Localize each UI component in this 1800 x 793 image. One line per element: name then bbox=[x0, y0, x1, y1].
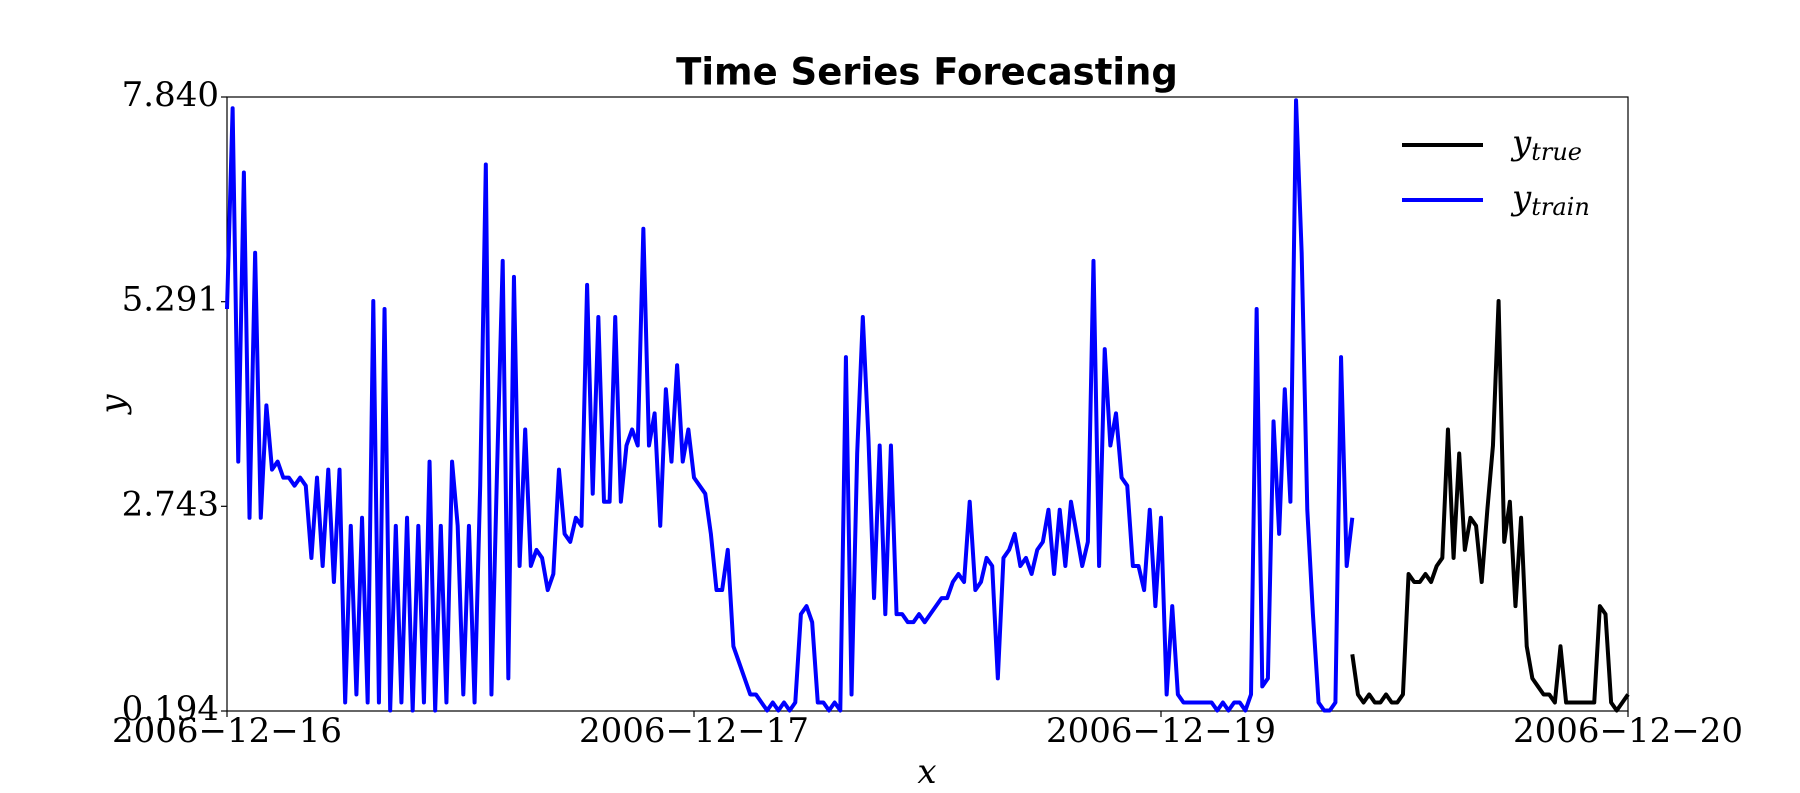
x-tick-label: 2006−12−19 bbox=[1046, 711, 1276, 751]
y-tick-label: 5.291 bbox=[122, 280, 219, 320]
legend-label: ytrain bbox=[1510, 178, 1590, 221]
y-axis-label: y bbox=[93, 394, 133, 416]
y-tick-label: 7.840 bbox=[122, 75, 219, 115]
y-tick-label: 2.743 bbox=[122, 484, 219, 524]
series-line bbox=[1350, 298, 1630, 713]
x-tick-label: 2006−12−17 bbox=[579, 711, 809, 751]
series-line bbox=[225, 98, 1355, 713]
x-axis-label: x bbox=[917, 752, 936, 792]
chart-title: Time Series Forecasting bbox=[676, 51, 1178, 94]
y-tick-label: 0.194 bbox=[122, 689, 219, 729]
plot-frame bbox=[226, 96, 1629, 712]
legend-label: ytrue bbox=[1510, 123, 1582, 166]
x-tick-label: 2006−12−20 bbox=[1513, 711, 1743, 751]
x-tick-label: 2006−12−16 bbox=[112, 711, 342, 751]
